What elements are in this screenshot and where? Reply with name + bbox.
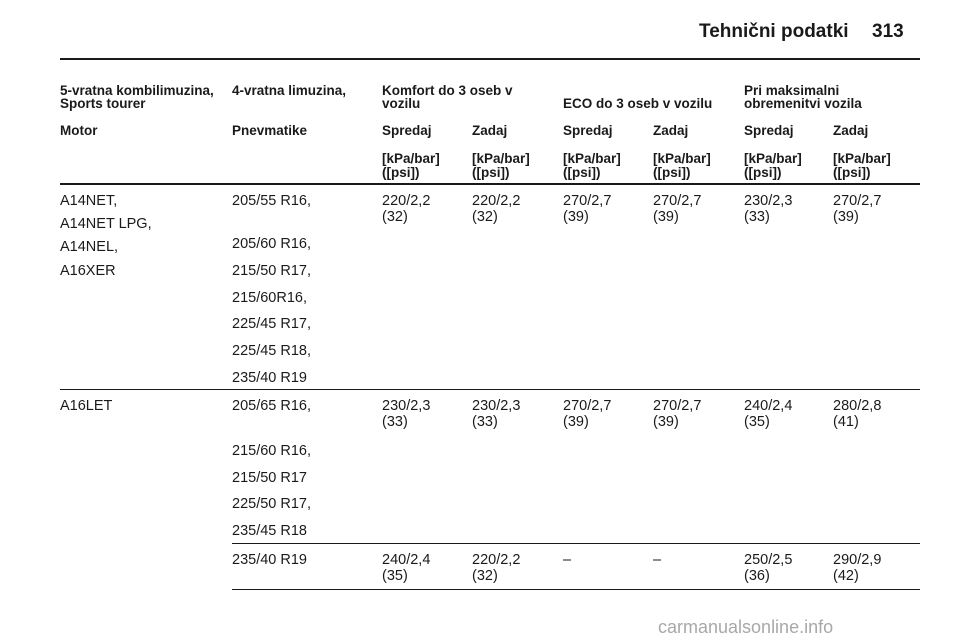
pressure-value-psi: (35) [382,568,408,584]
tyre-cell: 205/65 R16, [232,398,312,414]
tyre-cell: 235/40 R19 [232,552,307,568]
pressure-value: 230/2,3 [382,398,431,414]
group-header-comfort-line2: vozilu [382,96,421,111]
column-header-max-front: Spredaj [744,123,794,138]
pressure-value-psi: (33) [472,414,498,430]
pressure-value-psi: (32) [472,568,498,584]
unit-label: ([psi]) [563,165,601,180]
pressure-value-psi: (33) [382,414,408,430]
group-header-comfort-line1: Komfort do 3 oseb v [382,83,513,98]
tyre-cell: 215/50 R17, [232,263,312,279]
pressure-value: 220/2,2 [472,193,521,209]
unit-label: [kPa/bar] [833,151,891,166]
pressure-value-psi: (39) [833,209,859,225]
pressure-value: 240/2,4 [382,552,431,568]
column-header-eco-rear: Zadaj [653,123,689,138]
pressure-value: 220/2,2 [382,193,431,209]
group-header-sedan: 4-vratna limuzina, [232,83,347,98]
unit-label: [kPa/bar] [382,151,440,166]
row-divider [232,589,920,590]
pressure-value-psi: (39) [653,414,679,430]
pressure-value: 270/2,7 [563,398,612,414]
pressure-value: 270/2,7 [563,193,612,209]
unit-label: [kPa/bar] [653,151,711,166]
pressure-value: 230/2,3 [744,193,793,209]
pressure-value-psi: (36) [744,568,770,584]
unit-label: ([psi]) [833,165,871,180]
tyre-cell: 215/50 R17 [232,470,307,486]
column-header-max-rear: Zadaj [833,123,869,138]
pressure-value: 270/2,7 [653,398,702,414]
pressure-value: – [653,552,662,568]
pressure-value-psi: (32) [382,209,408,225]
pressure-value-psi: (39) [563,414,589,430]
pressure-value: 290/2,9 [833,552,882,568]
engine-cell: A14NEL, [60,239,119,255]
tyre-cell: 225/45 R17, [232,316,312,332]
unit-label: ([psi]) [382,165,420,180]
page-title: Tehnični podatki [699,21,849,42]
engine-cell: A14NET LPG, [60,216,152,232]
pressure-value: 250/2,5 [744,552,793,568]
group-header-eco: ECO do 3 oseb v vozilu [563,96,713,111]
pressure-value-psi: (35) [744,414,770,430]
pressure-value: 270/2,7 [833,193,882,209]
page-number: 313 [872,21,904,42]
tyre-cell: 205/55 R16, [232,193,312,209]
table-header-divider [60,183,920,185]
pressure-value-psi: (42) [833,568,859,584]
column-header-motor: Motor [60,123,98,138]
column-header-eco-front: Spredaj [563,123,613,138]
tyre-cell: 215/60R16, [232,290,307,306]
unit-label: ([psi]) [653,165,691,180]
tyre-cell: 235/40 R19 [232,370,307,386]
column-header-comfort-front: Spredaj [382,123,432,138]
row-divider [232,543,920,544]
pressure-value-psi: (33) [744,209,770,225]
group-header-body-types-line2: Sports tourer [60,96,146,111]
unit-label: ([psi]) [472,165,510,180]
engine-cell: A14NET, [60,193,118,209]
tyre-cell: 225/50 R17, [232,496,312,512]
group-header-max-load-line1: Pri maksimalni [744,83,840,98]
column-header-tyres: Pnevmatike [232,123,308,138]
pressure-value: 230/2,3 [472,398,521,414]
pressure-value-psi: (39) [563,209,589,225]
pressure-value-psi: (41) [833,414,859,430]
engine-cell: A16XER [60,263,116,279]
pressure-value: 240/2,4 [744,398,793,414]
pressure-value: – [563,552,572,568]
header-divider [60,58,920,60]
pressure-value: 220/2,2 [472,552,521,568]
row-divider [60,389,920,390]
column-header-comfort-rear: Zadaj [472,123,508,138]
pressure-value: 270/2,7 [653,193,702,209]
group-header-max-load-line2: obremenitvi vozila [744,96,862,111]
unit-label: [kPa/bar] [472,151,530,166]
footer-watermark: carmanualsonline.info [658,617,834,637]
tyre-cell: 215/60 R16, [232,443,312,459]
pressure-value-psi: (39) [653,209,679,225]
unit-label: [kPa/bar] [744,151,802,166]
engine-cell: A16LET [60,398,113,414]
pressure-value: 280/2,8 [833,398,882,414]
group-header-body-types-line1: 5-vratna kombilimuzina, [60,83,214,98]
unit-label: ([psi]) [744,165,782,180]
pressure-value-psi: (32) [472,209,498,225]
tyre-cell: 205/60 R16, [232,236,312,252]
tyre-cell: 225/45 R18, [232,343,312,359]
tyre-cell: 235/45 R18 [232,523,307,539]
unit-label: [kPa/bar] [563,151,621,166]
